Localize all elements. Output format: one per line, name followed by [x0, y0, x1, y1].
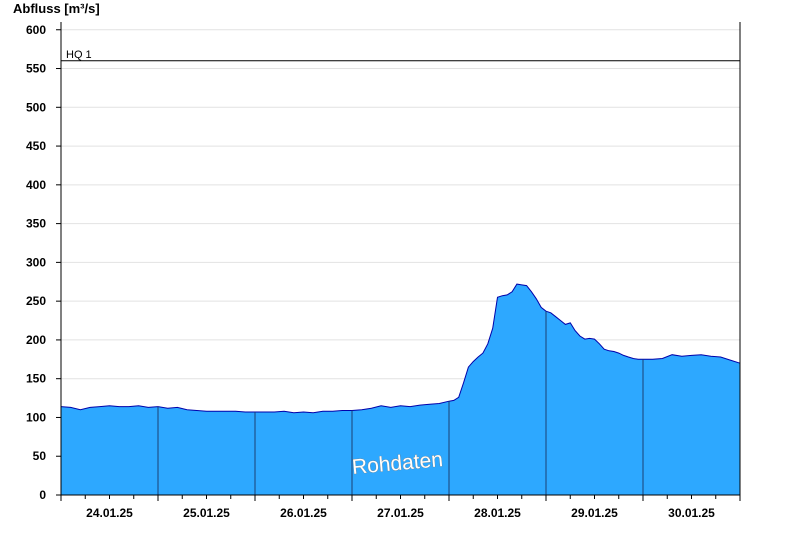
y-tick-label: 400 — [26, 178, 46, 192]
y-tick-label: 500 — [26, 100, 46, 114]
x-tick-label: 28.01.25 — [474, 506, 521, 520]
discharge-area-fill — [61, 284, 740, 495]
day-separators — [157, 311, 644, 495]
x-tick-label: 26.01.25 — [280, 506, 327, 520]
x-tick-label: 25.01.25 — [183, 506, 230, 520]
x-tick-labels: 24.01.25 25.01.25 26.01.25 27.01.25 28.01.25… — [86, 506, 715, 520]
y-tick-label: 150 — [26, 372, 46, 386]
y-tick-label: 0 — [39, 488, 46, 502]
y-tick-label: 450 — [26, 139, 46, 153]
x-tick-label: 30.01.25 — [668, 506, 715, 520]
x-tick-label: 29.01.25 — [571, 506, 618, 520]
y-tick-label: 200 — [26, 333, 46, 347]
y-tick-label: 100 — [26, 410, 46, 424]
y-axis-label: Abfluss [m³/s] — [13, 1, 100, 16]
y-tick-label: 50 — [33, 449, 47, 463]
axes — [56, 22, 741, 501]
reference-line-group: HQ 1 — [61, 49, 740, 62]
x-tick-label: 27.01.25 — [377, 506, 424, 520]
hq1-reference-label: HQ 1 — [66, 49, 92, 61]
y-tick-label: 350 — [26, 217, 46, 231]
discharge-line — [60, 283, 741, 414]
y-tick-label: 250 — [26, 294, 46, 308]
y-tick-label: 550 — [26, 62, 46, 76]
y-tick-labels: 0 50 100 150 200 250 300 350 400 450 500 550 600 — [26, 23, 46, 502]
y-tick-label: 600 — [26, 23, 46, 37]
y-tick-label: 300 — [26, 255, 46, 269]
x-tick-label: 24.01.25 — [86, 506, 133, 520]
discharge-area — [60, 283, 741, 495]
